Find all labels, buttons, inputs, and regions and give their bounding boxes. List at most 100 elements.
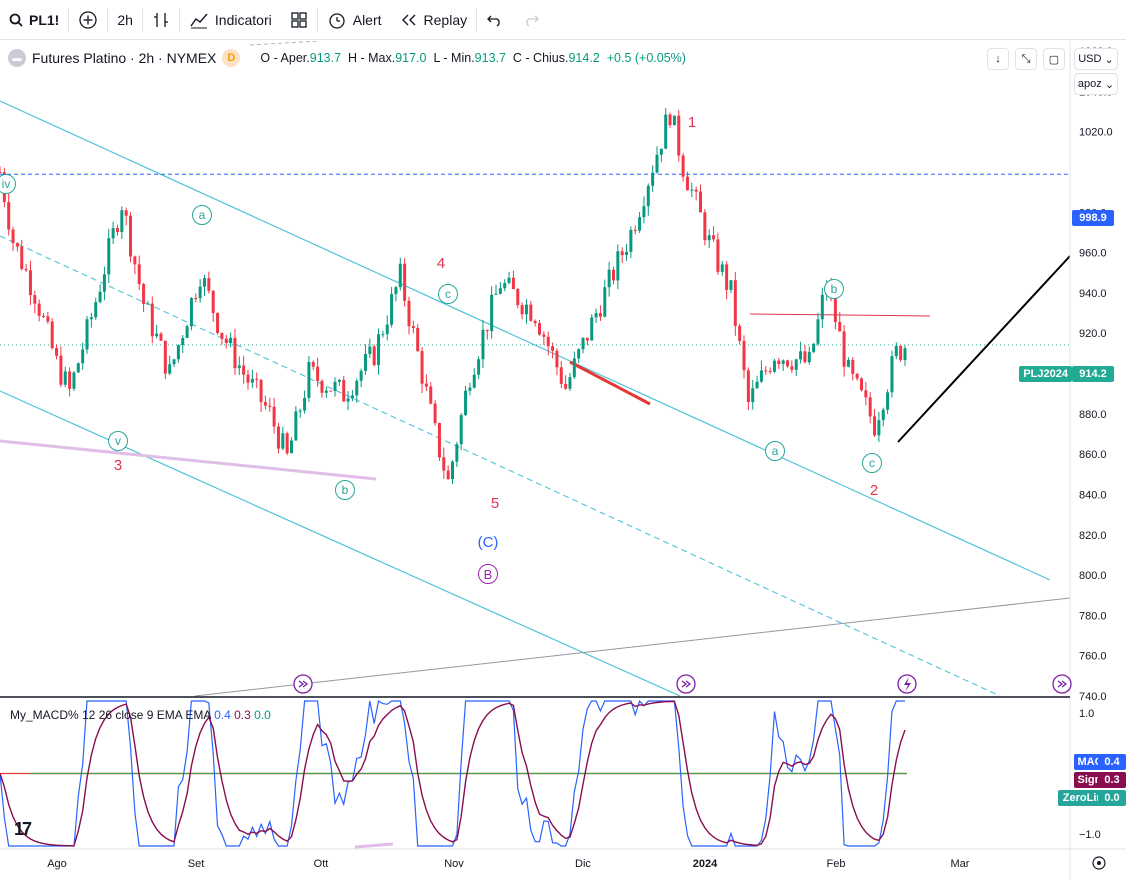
candle-body <box>237 365 241 369</box>
candle-body <box>85 319 89 350</box>
candle-body <box>176 345 180 360</box>
maximize-icon: ▢ <box>1048 53 1060 66</box>
undo-button[interactable] <box>477 0 513 40</box>
price-tick-label: 820.0 <box>1079 530 1107 542</box>
price-tick-label: 920.0 <box>1079 328 1107 340</box>
candle-body <box>572 358 576 378</box>
macd-axis-value: 0.4 <box>1098 754 1126 770</box>
candle-body <box>755 381 759 389</box>
candle-body <box>751 388 755 403</box>
candle-body <box>855 373 859 379</box>
candle-body <box>316 366 320 381</box>
chart-area[interactable]: 1060.01040.01020.0980.0960.0940.0920.090… <box>0 41 1126 880</box>
candle-body <box>481 329 485 360</box>
settings-gear-center <box>1097 861 1101 865</box>
maximize-button[interactable]: ▢ <box>1043 48 1065 70</box>
alert-button[interactable]: Alert <box>318 0 391 40</box>
candle-body <box>703 212 707 241</box>
candle-body <box>159 333 163 341</box>
candle-body <box>738 325 742 342</box>
candle-body <box>546 336 550 347</box>
price-tick-label: 780.0 <box>1079 610 1107 622</box>
indicators-label: Indicatori <box>214 11 272 28</box>
candle-body <box>115 228 119 233</box>
candle-body <box>33 295 37 304</box>
signal-line <box>0 700 906 847</box>
wave-label-red: 4 <box>437 255 445 272</box>
indicators-button[interactable]: Indicatori <box>180 0 281 40</box>
price-tick-label: 1020.0 <box>1079 127 1113 139</box>
redo-button[interactable] <box>513 0 549 40</box>
candle-body <box>520 305 524 315</box>
candle-body <box>620 251 624 256</box>
price-tick-label: 940.0 <box>1079 288 1107 300</box>
candle-body <box>877 420 881 436</box>
add-circle-icon <box>79 10 97 29</box>
candle-body <box>120 210 124 233</box>
candle-body <box>285 433 289 454</box>
candle-body <box>485 329 489 332</box>
time-tick-label: Feb <box>827 858 846 870</box>
candle-body <box>559 367 563 384</box>
candle-body <box>781 360 785 365</box>
price-tick-label: 840.0 <box>1079 489 1107 501</box>
last-price-label: 914.2 <box>1072 366 1114 382</box>
candle-body <box>720 264 724 272</box>
lightning-icon <box>904 677 911 692</box>
candle-body <box>786 360 790 367</box>
replay-button[interactable]: Replay <box>391 0 477 40</box>
symbol-search[interactable]: PL1! <box>0 0 68 40</box>
candle-body <box>668 114 672 126</box>
candle-body <box>777 360 781 365</box>
candle-body <box>290 440 294 454</box>
price-tick-label: 860.0 <box>1079 449 1107 461</box>
candle-body <box>820 294 824 320</box>
wave-label-circle <box>438 284 458 304</box>
candle-body <box>851 359 855 374</box>
candle-body <box>94 302 98 318</box>
candle-body <box>276 426 280 449</box>
candle-body <box>68 371 72 389</box>
candle-body <box>707 235 711 241</box>
candle-body <box>133 256 137 265</box>
candle-body <box>124 210 128 216</box>
candle-body <box>459 415 463 445</box>
signal-value: 0.3 <box>234 708 251 722</box>
candle-body <box>694 189 698 192</box>
currency-select[interactable]: USD ⌄ <box>1074 48 1118 70</box>
candle-body <box>838 322 842 332</box>
interval-button[interactable]: 2h <box>108 0 142 40</box>
candle-body <box>503 282 507 289</box>
candle-body <box>807 351 811 363</box>
candle-body <box>337 379 341 382</box>
candle-body <box>429 386 433 404</box>
candle-body <box>281 433 285 449</box>
candle-body <box>651 172 655 186</box>
candle-body <box>681 155 685 177</box>
candle-body <box>507 277 511 283</box>
indicators-icon <box>190 13 208 28</box>
compare-button[interactable] <box>69 0 107 40</box>
channel-upper-line <box>0 100 1051 581</box>
candle-body <box>346 398 350 402</box>
candle-body <box>168 364 172 374</box>
chart-canvas[interactable]: 1060.01040.01020.0980.0960.0940.0920.090… <box>0 41 1126 880</box>
layouts-button[interactable] <box>281 0 317 40</box>
candle-body <box>142 284 146 304</box>
scroll-down-button[interactable]: ↓ <box>987 48 1009 70</box>
candle-body <box>233 337 237 369</box>
scale-mode-select[interactable]: apoz ⌄ <box>1074 73 1118 95</box>
collapse-button[interactable]: ⤡ <box>1015 48 1037 70</box>
zero-value: 0.0 <box>254 708 271 722</box>
candle-body <box>107 238 111 275</box>
candle-body <box>625 251 629 256</box>
candle-body <box>372 346 376 366</box>
candle-body <box>181 337 185 346</box>
candle-body <box>524 304 528 315</box>
candle-body <box>533 320 537 324</box>
candle-body <box>385 324 389 335</box>
chart-type-button[interactable] <box>143 0 179 40</box>
wave-label-blue: (C) <box>478 534 499 551</box>
candle-body <box>464 390 468 416</box>
candle-body <box>98 291 102 303</box>
